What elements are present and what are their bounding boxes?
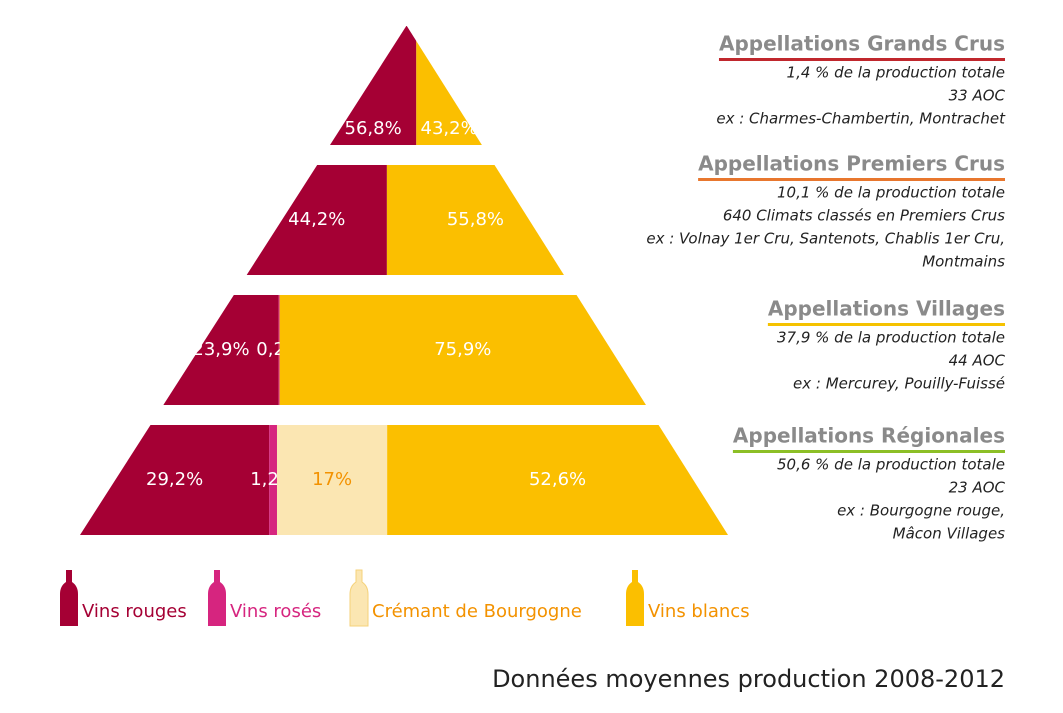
level-title: Appellations Régionales xyxy=(733,424,1005,448)
segment-label: 52,6% xyxy=(529,469,586,490)
level-description: ex : Bourgogne rouge, xyxy=(837,502,1005,520)
segment xyxy=(269,425,277,535)
legend-icon xyxy=(208,570,226,626)
level-description: ex : Charmes-Chambertin, Montrachet xyxy=(716,110,1006,128)
segment xyxy=(278,295,280,405)
legend-label: Crémant de Bourgogne xyxy=(372,601,582,622)
segment-label: 23,9% xyxy=(192,339,249,360)
legend-icon xyxy=(349,569,369,627)
level-title: Appellations Grands Crus xyxy=(719,32,1005,56)
level-description: ex : Mercurey, Pouilly-Fuissé xyxy=(793,375,1005,393)
legend-item: Crémant de Bourgogne xyxy=(349,569,582,627)
segment xyxy=(279,295,646,405)
legend-item: Vins rosés xyxy=(208,570,321,626)
level-description: Montmains xyxy=(922,253,1005,271)
legend-icon xyxy=(626,570,644,626)
legend-icon xyxy=(60,570,78,626)
level-description: 1,4 % de la production totale xyxy=(787,64,1005,82)
level-description: 50,6 % de la production totale xyxy=(777,456,1005,474)
level-description: 10,1 % de la production totale xyxy=(777,184,1005,202)
level-description: 640 Climats classés en Premiers Crus xyxy=(723,207,1005,225)
level-underline xyxy=(732,450,1005,453)
segment-label: 17% xyxy=(312,469,352,490)
level-underline xyxy=(698,178,1005,181)
segment-label: 43,2% xyxy=(421,118,478,139)
level-description: 37,9 % de la production totale xyxy=(777,329,1005,347)
legend-label: Vins blancs xyxy=(648,601,750,622)
segment-label: 75,9% xyxy=(434,339,491,360)
legend-label: Vins rosés xyxy=(230,601,321,622)
level-title: Appellations Premiers Crus xyxy=(698,152,1005,176)
segment-label: 56,8% xyxy=(345,118,402,139)
level-underline xyxy=(767,323,1005,326)
legend-label: Vins rouges xyxy=(82,601,187,622)
level-underline xyxy=(718,58,1005,61)
level-description: 44 AOC xyxy=(949,352,1006,370)
level-description: 33 AOC xyxy=(949,87,1006,105)
segment-label: 55,8% xyxy=(447,209,504,230)
segment-label: 44,2% xyxy=(288,209,345,230)
level-description: 23 AOC xyxy=(949,479,1006,497)
segment xyxy=(276,425,388,535)
legend-item: Vins blancs xyxy=(626,570,750,626)
footnote: Données moyennes production 2008-2012 xyxy=(492,665,1005,693)
level-description: ex : Volnay 1er Cru, Santenots, Chablis … xyxy=(646,230,1005,248)
legend-item: Vins rouges xyxy=(60,570,187,626)
level-title: Appellations Villages xyxy=(768,297,1005,321)
level-description: Mâcon Villages xyxy=(893,525,1006,543)
segment-label: 29,2% xyxy=(146,469,203,490)
